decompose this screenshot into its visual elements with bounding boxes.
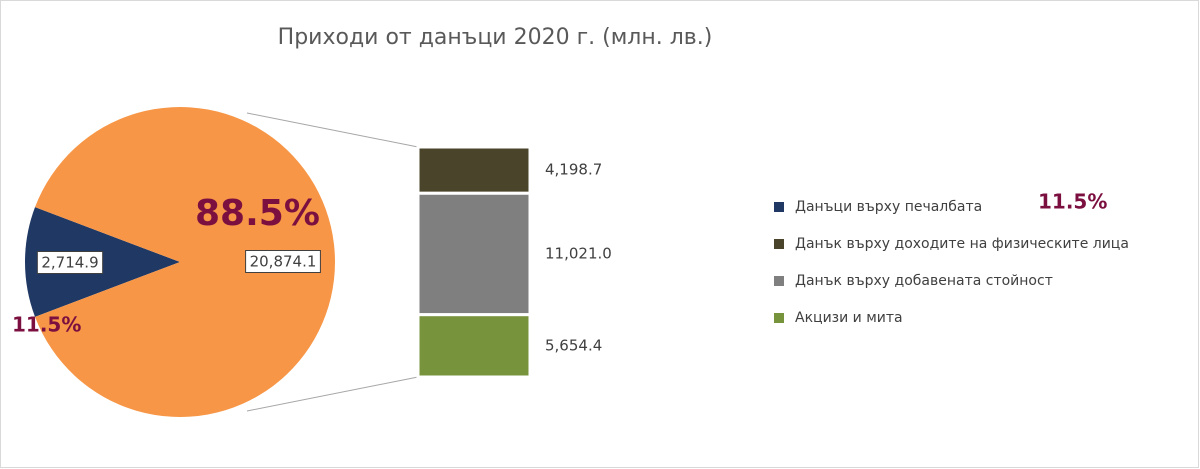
connector-line <box>246 376 419 412</box>
slice-label: 20,874.1 <box>250 253 317 271</box>
legend-label: Данък върху добавената стойност <box>795 273 1053 289</box>
chart-title: Приходи от данъци 2020 г. (млн. лв.) <box>278 25 713 50</box>
percent-annotation: 11.5% <box>12 313 81 337</box>
percent-annotation: 88.5% <box>195 193 320 234</box>
bar-label: 4,198.7 <box>545 161 602 179</box>
pie-slice <box>35 106 335 418</box>
legend-marker <box>774 239 784 249</box>
percent-annotation: 11.5% <box>1038 190 1107 214</box>
legend-label: Акцизи и мита <box>795 310 903 326</box>
slice-label: 2,714.9 <box>41 254 98 272</box>
legend-marker <box>774 313 784 323</box>
slice-label-box <box>245 250 321 273</box>
legend-label: Данък върху доходите на физическите лица <box>795 236 1129 252</box>
legend-marker <box>774 202 784 212</box>
bar-label: 11,021.0 <box>545 244 612 262</box>
bar-segment <box>416 145 532 195</box>
connector-line <box>246 112 419 148</box>
legend-marker <box>774 276 784 286</box>
slice-label-box <box>36 251 104 274</box>
bar-label: 5,654.4 <box>545 336 602 354</box>
legend-label: Данъци върху печалбата <box>795 199 982 215</box>
bar-segment <box>416 313 532 379</box>
bar-segment <box>416 191 532 317</box>
